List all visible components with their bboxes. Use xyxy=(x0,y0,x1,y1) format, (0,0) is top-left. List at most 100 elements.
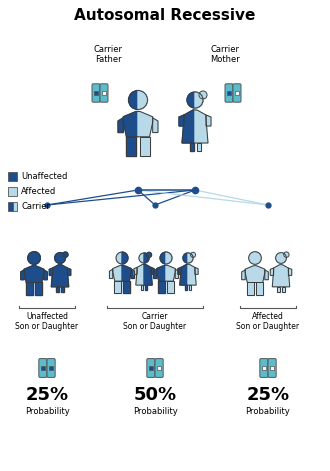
Polygon shape xyxy=(188,264,196,285)
Polygon shape xyxy=(153,269,157,278)
Polygon shape xyxy=(151,268,154,275)
Polygon shape xyxy=(281,252,286,263)
Polygon shape xyxy=(51,265,60,287)
Bar xyxy=(270,366,274,370)
Polygon shape xyxy=(188,253,193,263)
Polygon shape xyxy=(56,287,59,292)
Bar xyxy=(8,202,13,211)
Polygon shape xyxy=(167,281,174,293)
Polygon shape xyxy=(122,265,131,281)
Polygon shape xyxy=(184,285,187,290)
Text: 50%: 50% xyxy=(133,386,177,404)
Text: Probability: Probability xyxy=(246,407,290,416)
FancyBboxPatch shape xyxy=(155,358,163,377)
Circle shape xyxy=(249,252,261,264)
Bar xyxy=(13,202,17,211)
Polygon shape xyxy=(282,287,285,292)
Polygon shape xyxy=(123,281,130,293)
Polygon shape xyxy=(113,265,122,281)
Polygon shape xyxy=(255,252,261,264)
FancyBboxPatch shape xyxy=(47,358,55,377)
Polygon shape xyxy=(182,110,195,143)
FancyBboxPatch shape xyxy=(225,84,233,102)
Polygon shape xyxy=(175,269,179,278)
Circle shape xyxy=(160,252,172,264)
Bar xyxy=(235,91,239,95)
Polygon shape xyxy=(247,283,254,295)
Text: Carrier
Mother: Carrier Mother xyxy=(210,45,240,65)
Text: 25%: 25% xyxy=(25,386,69,404)
Circle shape xyxy=(147,252,151,257)
FancyBboxPatch shape xyxy=(92,84,100,102)
FancyBboxPatch shape xyxy=(147,358,155,377)
Polygon shape xyxy=(34,266,44,283)
Polygon shape xyxy=(145,285,148,290)
Text: Carrier
Father: Carrier Father xyxy=(93,45,122,65)
Polygon shape xyxy=(35,283,42,295)
Polygon shape xyxy=(21,270,24,280)
FancyBboxPatch shape xyxy=(39,358,47,377)
Bar xyxy=(41,366,45,370)
Bar xyxy=(94,91,98,95)
Text: Autosomal Recessive: Autosomal Recessive xyxy=(74,8,256,24)
Bar xyxy=(8,172,17,181)
Polygon shape xyxy=(140,137,150,155)
Circle shape xyxy=(199,91,207,99)
Text: Carrier: Carrier xyxy=(21,202,50,211)
Polygon shape xyxy=(144,264,152,285)
Polygon shape xyxy=(24,266,34,283)
Polygon shape xyxy=(256,283,263,295)
Polygon shape xyxy=(49,268,52,276)
Polygon shape xyxy=(34,252,40,264)
Polygon shape xyxy=(195,92,203,108)
Polygon shape xyxy=(272,265,281,287)
Polygon shape xyxy=(158,281,165,293)
Polygon shape xyxy=(118,118,123,132)
Polygon shape xyxy=(60,265,69,287)
Bar xyxy=(262,366,266,370)
Polygon shape xyxy=(144,253,149,263)
Bar xyxy=(149,366,153,370)
Polygon shape xyxy=(157,265,166,281)
Polygon shape xyxy=(180,264,188,285)
Polygon shape xyxy=(195,110,208,143)
Text: Unaffected
Son or Daughter: Unaffected Son or Daughter xyxy=(16,312,79,332)
Polygon shape xyxy=(178,268,181,275)
Polygon shape xyxy=(265,270,268,280)
Polygon shape xyxy=(245,266,255,283)
Bar xyxy=(8,187,17,196)
Polygon shape xyxy=(206,115,211,126)
Polygon shape xyxy=(123,112,138,137)
Circle shape xyxy=(276,252,286,263)
Polygon shape xyxy=(281,265,290,287)
Polygon shape xyxy=(122,252,128,264)
Polygon shape xyxy=(60,252,65,263)
Polygon shape xyxy=(166,252,172,264)
Text: 25%: 25% xyxy=(247,386,289,404)
Circle shape xyxy=(116,252,128,264)
FancyBboxPatch shape xyxy=(100,84,108,102)
Circle shape xyxy=(28,252,40,264)
Polygon shape xyxy=(179,115,184,126)
Polygon shape xyxy=(166,265,175,281)
Bar xyxy=(157,366,161,370)
Circle shape xyxy=(139,253,149,263)
Polygon shape xyxy=(277,287,280,292)
FancyBboxPatch shape xyxy=(233,84,241,102)
Polygon shape xyxy=(189,143,193,151)
Circle shape xyxy=(129,90,148,109)
Polygon shape xyxy=(138,112,153,137)
Text: Affected
Son or Daughter: Affected Son or Daughter xyxy=(236,312,300,332)
Polygon shape xyxy=(270,268,274,276)
Text: Probability: Probability xyxy=(25,407,69,416)
Polygon shape xyxy=(189,285,191,290)
Polygon shape xyxy=(115,281,121,293)
Text: Unaffected: Unaffected xyxy=(21,172,67,181)
Circle shape xyxy=(55,252,65,263)
FancyBboxPatch shape xyxy=(268,358,276,377)
Polygon shape xyxy=(141,285,143,290)
Polygon shape xyxy=(61,287,64,292)
Text: Probability: Probability xyxy=(133,407,178,416)
Circle shape xyxy=(183,253,193,263)
Polygon shape xyxy=(26,283,33,295)
